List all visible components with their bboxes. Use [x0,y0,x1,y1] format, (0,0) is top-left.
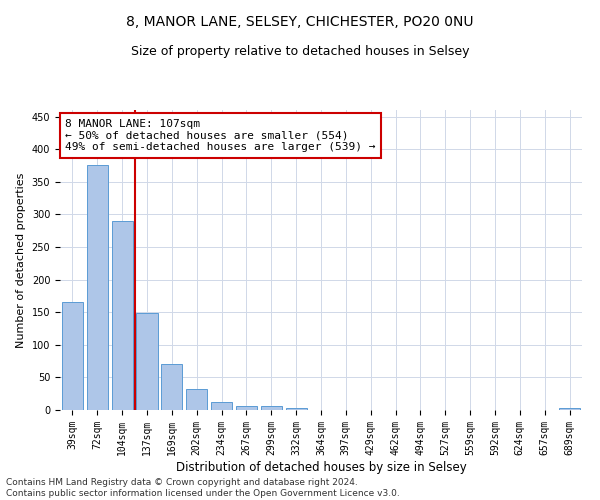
Bar [559,408,580,410]
Bar [136,314,158,410]
Bar [261,406,282,410]
Bar [161,364,182,410]
Bar [286,408,307,410]
Text: Size of property relative to detached houses in Selsey: Size of property relative to detached ho… [131,45,469,58]
Bar [112,221,133,410]
Bar [62,302,83,410]
Bar [87,166,108,410]
Bar [236,406,257,410]
Text: 8, MANOR LANE, SELSEY, CHICHESTER, PO20 0NU: 8, MANOR LANE, SELSEY, CHICHESTER, PO20 … [126,15,474,29]
Bar [211,402,232,410]
X-axis label: Distribution of detached houses by size in Selsey: Distribution of detached houses by size … [176,460,466,473]
Text: Contains HM Land Registry data © Crown copyright and database right 2024.
Contai: Contains HM Land Registry data © Crown c… [6,478,400,498]
Y-axis label: Number of detached properties: Number of detached properties [16,172,26,348]
Bar [186,389,207,410]
Text: 8 MANOR LANE: 107sqm
← 50% of detached houses are smaller (554)
49% of semi-deta: 8 MANOR LANE: 107sqm ← 50% of detached h… [65,119,376,152]
